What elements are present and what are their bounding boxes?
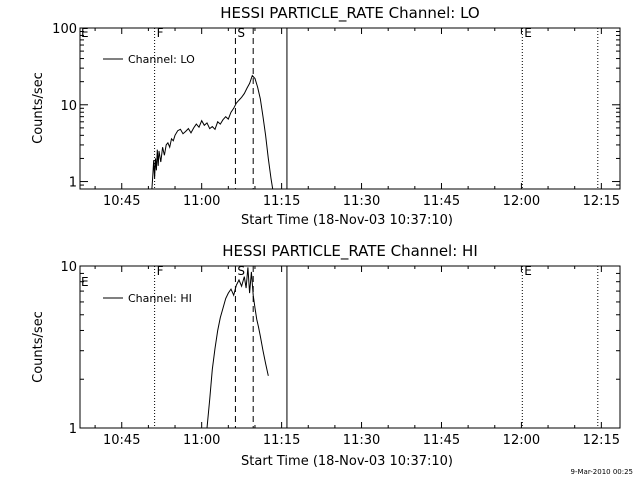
x-tick-label: 12:00	[503, 194, 540, 209]
event-marker-label: S	[237, 264, 245, 278]
chart-title: HESSI PARTICLE_RATE Channel: LO	[220, 4, 479, 23]
legend-label: Channel: LO	[128, 53, 195, 66]
x-tick-label: 10:45	[103, 194, 140, 209]
x-tick-label: 11:30	[343, 433, 380, 448]
event-marker-label: S	[237, 26, 245, 40]
legend-label: Channel: HI	[128, 292, 192, 305]
y-axis-label: Counts/sec	[31, 72, 46, 144]
series-line-lo	[151, 74, 274, 190]
event-marker-label: F	[157, 26, 164, 40]
x-axis-label: Start Time (18-Nov-03 10:37:10)	[241, 213, 453, 228]
plot-frame	[79, 265, 621, 429]
x-tick-label: 11:45	[423, 194, 460, 209]
x-axis-label: Start Time (18-Nov-03 10:37:10)	[241, 454, 453, 469]
x-tick-label: 11:15	[263, 433, 300, 448]
x-tick-label: 11:30	[343, 194, 380, 209]
edge-marker-label: E	[81, 275, 89, 289]
y-tick-label: 10	[60, 260, 77, 275]
x-tick-label: 11:45	[423, 433, 460, 448]
y-tick-label: 100	[52, 22, 77, 37]
chart-panel-hi: HESSI PARTICLE_RATE Channel: HI Counts/s…	[31, 242, 621, 469]
x-tick-label: 12:15	[583, 194, 620, 209]
chart-panel-lo: HESSI PARTICLE_RATE Channel: LO Counts/s…	[31, 4, 621, 228]
event-marker-label: E	[524, 264, 532, 278]
x-tick-label: 10:45	[103, 433, 140, 448]
x-tick-label: 11:00	[183, 433, 220, 448]
x-tick-label: 12:15	[583, 433, 620, 448]
y-tick-label: 1	[69, 176, 77, 191]
x-tick-label: 11:15	[263, 194, 300, 209]
chart-title: HESSI PARTICLE_RATE Channel: HI	[222, 242, 478, 261]
y-axis-label: Counts/sec	[31, 311, 46, 383]
event-marker-label: E	[524, 26, 532, 40]
y-tick-label: 10	[60, 99, 77, 114]
event-marker-label: F	[157, 264, 164, 278]
footer-timestamp: 9-Mar-2010 00:25	[571, 468, 633, 476]
x-tick-label: 12:00	[503, 433, 540, 448]
edge-marker-label: E	[81, 26, 89, 40]
y-tick-label: 1	[69, 422, 77, 437]
x-tick-label: 11:00	[183, 194, 220, 209]
series-line-hi	[206, 267, 269, 429]
